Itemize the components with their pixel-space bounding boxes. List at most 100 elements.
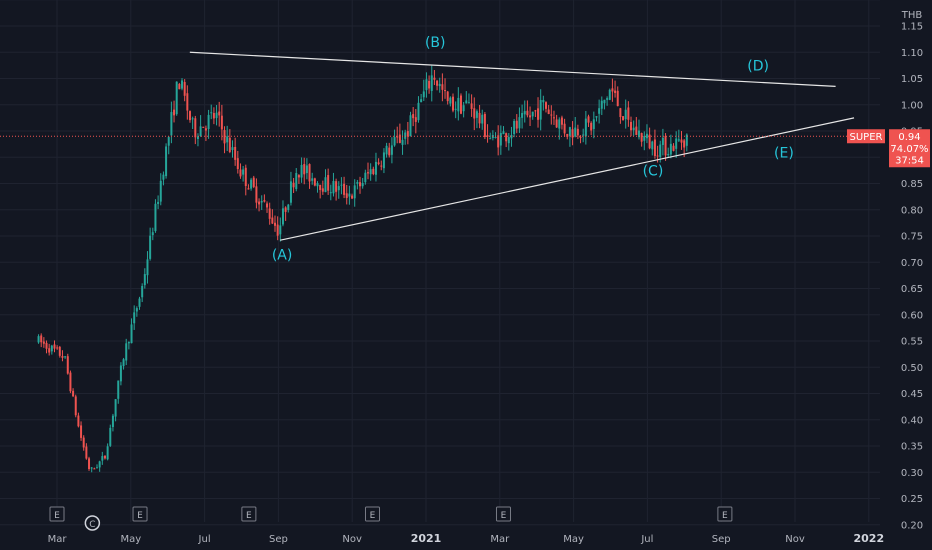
- candle: [518, 107, 521, 133]
- time-axis[interactable]: Mar May Jul Sep Nov 2021 Mar May Jul Sep Nov 2022: [48, 532, 885, 545]
- candle: [327, 168, 330, 195]
- candle: [356, 179, 359, 190]
- candle: [188, 110, 191, 123]
- candle: [329, 184, 332, 201]
- candle: [162, 171, 165, 186]
- candle: [507, 133, 510, 151]
- trendline-lower-support[interactable]: [280, 117, 855, 241]
- trendlines[interactable]: [189, 51, 855, 241]
- candle: [343, 176, 346, 199]
- price-tick-label: 0.75: [901, 232, 923, 243]
- candle: [236, 150, 239, 174]
- candle: [422, 79, 425, 101]
- candle: [101, 451, 104, 465]
- candle: [587, 114, 590, 127]
- time-tick-label: May: [120, 534, 141, 545]
- earnings-event-marker[interactable]: E: [495, 506, 511, 522]
- price-tick-label: 1.15: [901, 22, 923, 33]
- candle: [555, 114, 558, 128]
- price-tick-label: 0.70: [901, 258, 923, 269]
- candle: [37, 334, 40, 344]
- price-tick-label: 1.00: [901, 100, 923, 111]
- svg-text:E: E: [137, 511, 143, 521]
- candle: [311, 172, 314, 185]
- candle: [584, 110, 587, 145]
- earnings-event-marker[interactable]: E: [364, 506, 380, 522]
- candle: [345, 184, 348, 205]
- event-markers[interactable]: E E E E E EC: [49, 506, 733, 531]
- candle: [513, 118, 516, 138]
- candle: [459, 93, 462, 115]
- candle: [622, 116, 625, 121]
- candle: [74, 394, 77, 418]
- candle: [433, 70, 436, 86]
- candle: [223, 126, 226, 154]
- candle: [406, 121, 409, 145]
- time-tick-label: Jul: [198, 534, 211, 545]
- candle: [611, 78, 614, 102]
- candle: [69, 370, 72, 394]
- earnings-event-marker[interactable]: E: [132, 506, 148, 522]
- candle: [563, 118, 566, 137]
- time-tick-label: Jul: [640, 534, 653, 545]
- dividend-event-marker[interactable]: C: [84, 515, 101, 531]
- candle: [534, 109, 537, 118]
- candle: [50, 344, 53, 355]
- candle: [303, 157, 306, 185]
- time-tick-label: Mar: [48, 534, 68, 545]
- earnings-event-marker[interactable]: E: [49, 506, 65, 522]
- candle: [218, 101, 221, 127]
- candle: [635, 117, 638, 136]
- candle: [103, 455, 106, 460]
- candle: [175, 81, 178, 116]
- earnings-event-marker[interactable]: E: [241, 506, 257, 522]
- candle: [125, 338, 128, 366]
- candle: [215, 105, 218, 126]
- candle: [72, 388, 75, 398]
- candle: [130, 318, 133, 344]
- time-tick-label: Nov: [785, 534, 805, 545]
- candle: [637, 119, 640, 140]
- candle: [332, 172, 335, 197]
- candle: [603, 99, 606, 110]
- candle: [202, 126, 205, 128]
- candle: [276, 216, 279, 241]
- candle: [263, 194, 266, 203]
- candle: [66, 353, 69, 375]
- price-axis[interactable]: 0.20 0.25 0.30 0.35 0.40 0.45 0.50 0.55 0.60 0.65…: [901, 10, 923, 531]
- price-tick-label: 1.10: [901, 48, 923, 59]
- time-tick-label: 2022: [853, 532, 884, 545]
- svg-text:C: C: [89, 520, 95, 530]
- candle: [465, 91, 468, 104]
- candle: [138, 296, 141, 310]
- candle: [231, 140, 234, 158]
- trendline-upper-resistance[interactable]: [189, 51, 836, 87]
- candle: [122, 357, 125, 370]
- time-tick-label: 2021: [411, 532, 442, 545]
- candle: [436, 79, 439, 91]
- wave-labels: (A) (B) (C) (D) (E): [272, 35, 794, 264]
- candle: [295, 168, 298, 192]
- candle: [42, 337, 45, 348]
- candle: [242, 165, 245, 182]
- candle: [669, 134, 672, 159]
- candle: [483, 112, 486, 140]
- candle: [247, 184, 250, 190]
- wave-label: (D): [747, 59, 769, 75]
- candle: [61, 350, 64, 362]
- candle: [220, 104, 223, 141]
- time-tick-label: May: [563, 534, 584, 545]
- candle: [510, 126, 513, 147]
- candle: [284, 206, 287, 221]
- candle: [85, 443, 88, 460]
- earnings-event-marker[interactable]: E: [717, 506, 733, 522]
- candle: [199, 115, 202, 137]
- candle: [675, 131, 678, 158]
- candle: [165, 143, 168, 179]
- candle: [319, 184, 322, 199]
- candle: [244, 164, 247, 196]
- candle: [173, 100, 176, 123]
- candle: [390, 137, 393, 164]
- candle: [95, 464, 98, 469]
